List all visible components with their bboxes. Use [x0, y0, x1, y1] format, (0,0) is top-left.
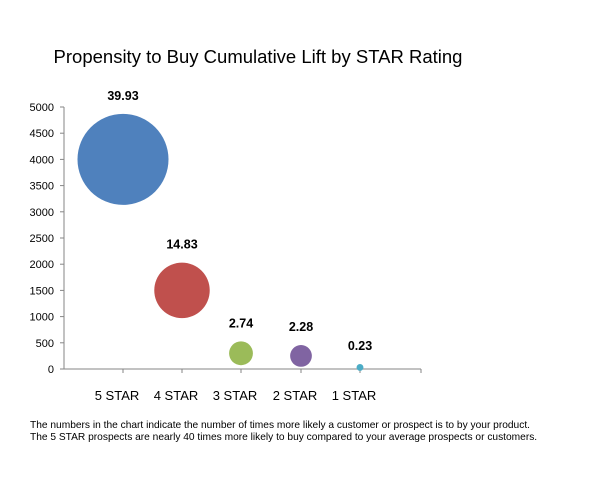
y-tick-label: 1000: [30, 312, 54, 324]
y-tick-label: 5000: [30, 102, 54, 114]
x-category-label: 1 STAR: [332, 388, 377, 403]
y-tick-label: 4500: [30, 128, 54, 140]
y-tick-label: 2500: [30, 233, 54, 245]
bubble-data-label: 2.28: [289, 320, 313, 334]
bubble: [154, 262, 210, 319]
bubble-data-label: 2.74: [229, 316, 253, 330]
y-tick-label: 4000: [30, 154, 54, 166]
y-tick-label: 500: [36, 338, 54, 350]
bubble-data-label: 14.83: [166, 238, 197, 252]
y-tick-label: 3500: [30, 181, 54, 193]
chart-title: Propensity to Buy Cumulative Lift by STA…: [53, 46, 463, 67]
axes: 0 500 1000 1500 2000 2500 3000 3500 4000 4500 5000…: [30, 102, 422, 403]
bubble: [229, 341, 253, 366]
bubble-data-label: 0.23: [348, 339, 372, 353]
y-tick-label: 1500: [30, 285, 54, 297]
bubble: [290, 345, 312, 367]
x-category-label: 4 STAR: [154, 388, 199, 403]
bubbles: [77, 113, 364, 371]
x-category-label: 5 STAR: [95, 388, 140, 403]
y-tick-label: 2000: [30, 259, 54, 271]
footnote-line-1: The numbers in the chart indicate the nu…: [30, 420, 530, 431]
y-tick-label: 0: [48, 364, 54, 376]
x-category-label: 2 STAR: [273, 388, 318, 403]
footnote-line-2: The 5 STAR prospects are nearly 40 times…: [30, 432, 538, 443]
bubble: [356, 363, 364, 371]
x-category-label: 3 STAR: [213, 388, 258, 403]
data-labels: 39.93 14.83 2.74 2.28 0.23: [107, 89, 372, 353]
y-tick-label: 3000: [30, 207, 54, 219]
bubble-data-label: 39.93: [107, 89, 138, 103]
bubble: [77, 113, 169, 205]
